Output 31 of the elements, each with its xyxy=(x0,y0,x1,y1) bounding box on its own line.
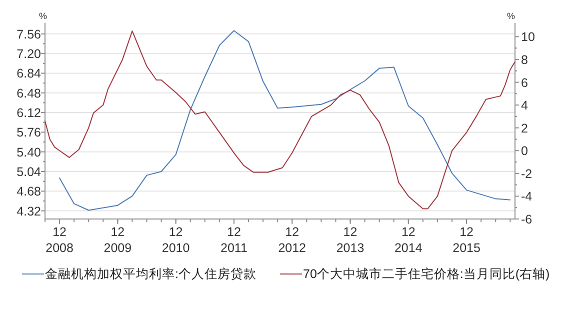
y2-tick-label: 2 xyxy=(521,121,528,136)
y-tick-label: 6.12 xyxy=(16,106,42,120)
y2-tick-label: 10 xyxy=(521,30,535,44)
y-tick-label: 5.40 xyxy=(16,145,42,160)
y-tick-label: 7.20 xyxy=(16,47,42,62)
x-tick-label: 12 2013 xyxy=(336,225,364,255)
x-tick-label: 12 2009 xyxy=(104,225,132,255)
y-tick-label: 6.48 xyxy=(16,86,42,100)
y-tick-label: 5.04 xyxy=(16,165,42,179)
y2-tick-label: -6 xyxy=(521,212,532,226)
y-tick-label: 4.68 xyxy=(16,184,42,199)
y2-tick-label: -2 xyxy=(521,166,532,181)
y-tick-label: 7.56 xyxy=(16,27,42,42)
x-tick-label: 12 2012 xyxy=(278,225,306,255)
y-tick-label: 6.84 xyxy=(16,66,42,81)
y2-tick-label: -4 xyxy=(521,190,532,204)
y2-tick-label: 0 xyxy=(521,144,528,158)
y2-tick-label: 4 xyxy=(521,98,528,113)
y-tick-label: 4.32 xyxy=(16,204,42,218)
y2-tick-label: 6 xyxy=(521,76,528,90)
x-tick-label: 12 2008 xyxy=(46,225,74,255)
x-tick-label: 12 2015 xyxy=(452,225,480,255)
y-tick-label: 5.76 xyxy=(16,126,42,140)
legend-label: 70个大中城市二手住宅价格:当月同比(右轴) xyxy=(303,266,550,281)
x-tick-label: 12 2014 xyxy=(394,225,422,255)
y-axis-title: % xyxy=(38,11,48,21)
y2-axis-title: % xyxy=(506,11,516,21)
x-tick-label: 12 2011 xyxy=(220,225,248,255)
legend-label: 金融机构加权平均利率:个人住房贷款 xyxy=(45,266,256,281)
y2-tick-label: 8 xyxy=(521,52,528,67)
x-tick-label: 12 2010 xyxy=(162,225,190,255)
